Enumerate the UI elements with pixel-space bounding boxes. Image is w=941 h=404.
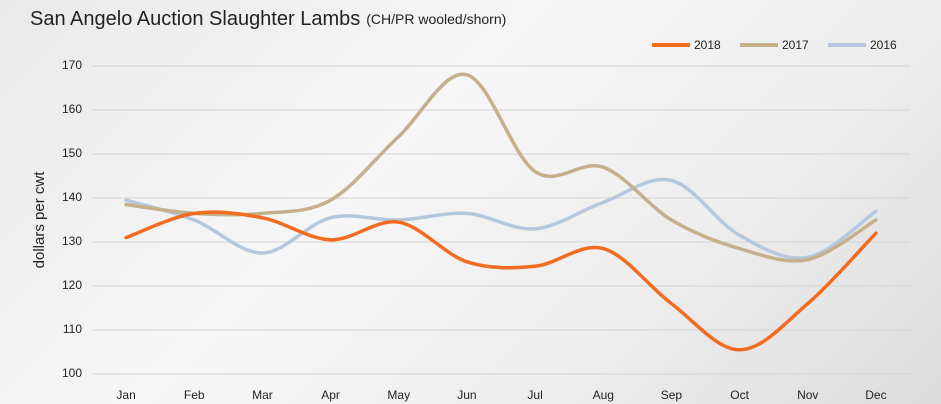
x-tick-label: Dec (865, 388, 886, 402)
x-tick-label: Aug (593, 388, 614, 402)
legend-label: 2017 (782, 38, 809, 52)
y-tick-label: 110 (63, 322, 82, 336)
series-line (124, 177, 878, 260)
x-tick-label: Mar (252, 388, 273, 402)
x-tick-label: May (387, 388, 410, 402)
y-tick-label: 150 (62, 146, 82, 160)
series-line (124, 210, 878, 352)
y-tick-label: 160 (62, 102, 82, 116)
legend-label: 2018 (694, 38, 721, 52)
x-tick-label: Nov (797, 388, 818, 402)
y-tick-label: 120 (62, 278, 82, 292)
series-line (124, 72, 878, 263)
y-axis-label: dollars per cwt (31, 171, 48, 269)
x-tick-label: Apr (321, 388, 340, 402)
x-tick-label: Jun (457, 388, 476, 402)
x-tick-label: Sep (661, 388, 683, 402)
x-tick-label: Jul (527, 388, 542, 402)
y-tick-label: 130 (62, 234, 82, 248)
x-tick-label: Jan (116, 388, 135, 402)
y-tick-label: 100 (62, 366, 82, 380)
y-tick-label: 170 (62, 58, 82, 72)
x-tick-label: Oct (730, 388, 749, 402)
subtitle: (CH/PR wooled/shorn) (366, 11, 506, 27)
x-tick-label: Feb (184, 388, 205, 402)
title: San Angelo Auction Slaughter Lambs (30, 8, 360, 30)
y-tick-label: 140 (62, 190, 82, 204)
chart-title: San Angelo Auction Slaughter Lambs (CH/PR… (30, 8, 506, 30)
legend-label: 2016 (870, 38, 897, 52)
